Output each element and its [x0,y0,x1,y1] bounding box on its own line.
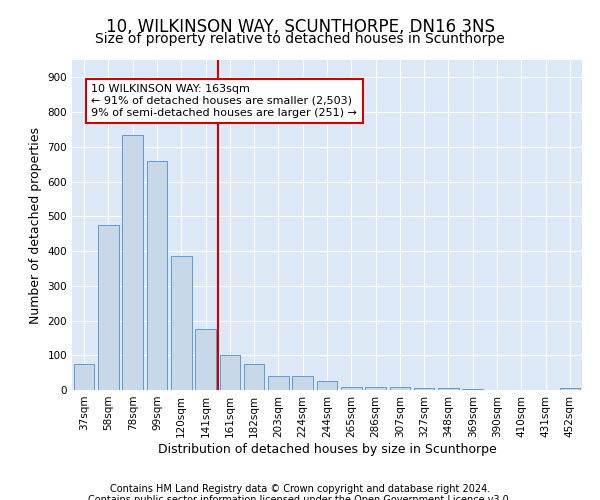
Bar [560,388,580,390]
Bar [268,376,289,390]
Bar [365,386,386,390]
Bar [74,364,94,390]
Bar [414,388,434,390]
Bar [98,225,119,390]
Bar [220,356,240,390]
Bar [438,388,459,390]
Text: Contains HM Land Registry data © Crown copyright and database right 2024.: Contains HM Land Registry data © Crown c… [110,484,490,494]
Text: 10 WILKINSON WAY: 163sqm
← 91% of detached houses are smaller (2,503)
9% of semi: 10 WILKINSON WAY: 163sqm ← 91% of detach… [91,84,358,117]
Text: 10, WILKINSON WAY, SCUNTHORPE, DN16 3NS: 10, WILKINSON WAY, SCUNTHORPE, DN16 3NS [106,18,494,36]
Bar [389,386,410,390]
Bar [341,386,362,390]
Bar [122,134,143,390]
Bar [463,389,483,390]
Bar [146,160,167,390]
Bar [244,364,265,390]
Bar [171,256,191,390]
Y-axis label: Number of detached properties: Number of detached properties [29,126,42,324]
Text: Contains public sector information licensed under the Open Government Licence v3: Contains public sector information licen… [88,495,512,500]
Bar [317,382,337,390]
Bar [292,376,313,390]
Text: Size of property relative to detached houses in Scunthorpe: Size of property relative to detached ho… [95,32,505,46]
X-axis label: Distribution of detached houses by size in Scunthorpe: Distribution of detached houses by size … [158,442,496,456]
Bar [195,329,216,390]
